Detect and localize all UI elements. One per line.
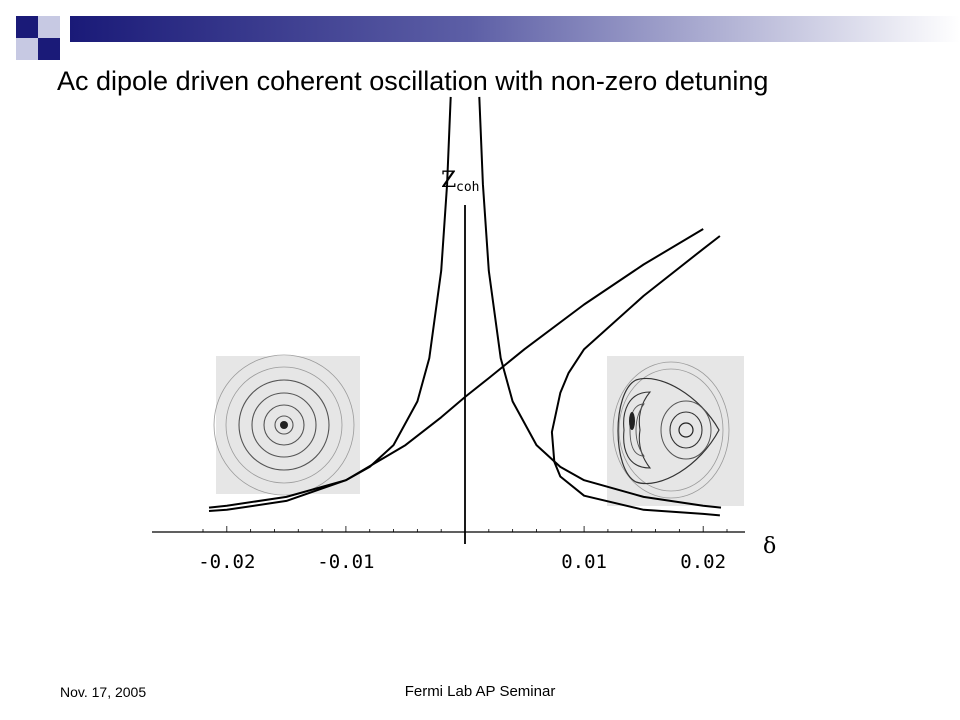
inset-left-ring — [263, 404, 305, 446]
footer-center-text: Fermi Lab AP Seminar — [404, 683, 556, 700]
response-curve-4 — [550, 235, 721, 517]
footer-date: Nov. 17, 2005 — [60, 684, 147, 700]
x-tick-label: -0.01 — [317, 551, 374, 573]
corner-square-light-2 — [16, 38, 38, 60]
slide-title: Ac dipole driven coherent oscillation wi… — [57, 66, 769, 96]
inset-left-ring — [213, 354, 355, 496]
inset-right-center-core — [678, 422, 694, 438]
y-axis-label-subscript: coh — [456, 180, 479, 195]
inset-right-island — [623, 391, 652, 469]
x-tick-label: 0.02 — [680, 551, 726, 573]
inset-left-ring — [251, 392, 317, 458]
x-tick-label: -0.02 — [198, 551, 255, 573]
response-curve-3 — [208, 228, 704, 512]
inset-left-ring — [225, 366, 343, 484]
response-curve-2 — [478, 96, 722, 509]
inset-left-ring — [238, 379, 330, 471]
inset-right-outer-ring — [618, 368, 724, 492]
series-layer — [208, 96, 722, 517]
phase-space-inset-left — [213, 354, 360, 496]
inset-right-separatrix — [617, 377, 720, 485]
phase-space-inset-right — [607, 356, 744, 506]
inset-left-core — [280, 421, 288, 429]
corner-square-navy-2 — [38, 38, 60, 60]
inset-right-center-ring — [669, 411, 703, 449]
corner-square-light-1 — [38, 16, 60, 38]
x-axis-label: δ — [763, 534, 776, 559]
inset-right-center-ring — [660, 400, 712, 460]
inset-layer — [213, 354, 744, 506]
response-curve-1 — [208, 96, 452, 509]
title-gradient-bar — [70, 16, 960, 42]
corner-square-navy-1 — [16, 16, 38, 38]
axes — [152, 205, 745, 544]
inset-left-ring — [274, 415, 294, 435]
y-axis-label: Z — [441, 168, 456, 193]
label-layer: -0.02 -0.01 0.01 0.02 δ Z coh — [198, 168, 776, 573]
inset-right-background — [607, 356, 744, 506]
inset-right-outer-ring — [612, 361, 730, 499]
inset-right-island-core — [629, 412, 635, 430]
x-tick-label: 0.01 — [561, 551, 607, 573]
